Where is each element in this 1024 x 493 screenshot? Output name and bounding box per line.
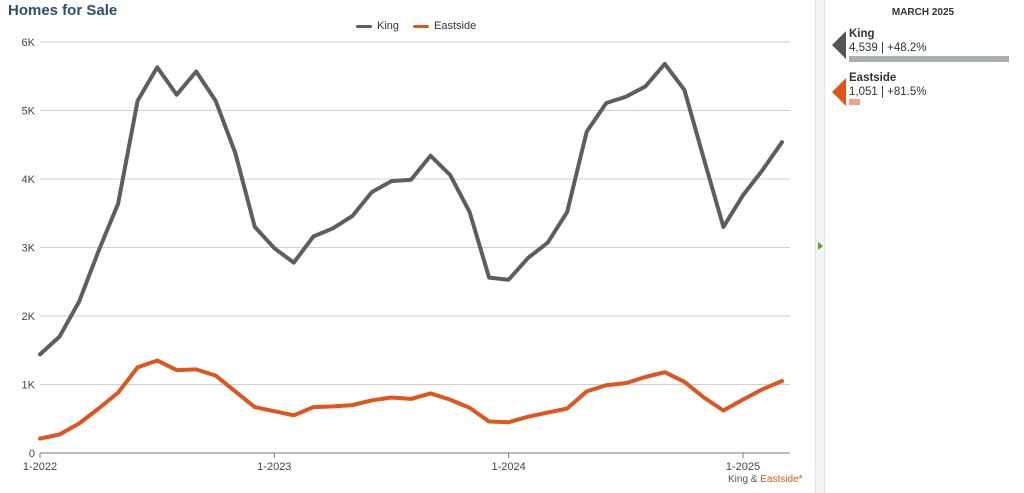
y-tick-label: 4K [22,174,36,186]
footnote-king: King [728,474,749,485]
king-pointer-icon [832,31,846,59]
x-tick-label: 1-2024 [491,461,525,473]
legend-item-eastside[interactable]: Eastside [413,20,476,32]
legend-item-king[interactable]: King [356,20,399,32]
eastside-pointer-icon [832,78,846,106]
panel-eastside-name: Eastside [849,72,897,84]
panel-month-title: MARCH 2025 [891,7,955,18]
x-tick-label: 1-2025 [726,461,760,473]
y-tick-label: 3K [22,243,36,255]
x-tick-label: 1-2022 [23,461,57,473]
y-tick-label: 1K [22,380,36,392]
panel-king-value: 4,539 | +48.2% [849,42,927,54]
summary-panel: MARCH 2025 King 4,539 | +48.2% Eastside … [828,0,1018,493]
y-tick-label: 6K [22,37,36,49]
panel-king-bar [849,56,1009,62]
chart-legend: King Eastside [356,20,476,32]
footnote-eastside: Eastside* [760,474,803,485]
series-line-king [38,61,784,357]
legend-swatch-king [356,24,372,28]
series-line-eastside [38,358,784,441]
legend-swatch-eastside [413,24,430,28]
line-chart: 0 1K 2K 3K 4K 5K 6K 1-2022 1-2023 1-2024 1-2025 [22,37,790,473]
panel-king-name: King [849,28,875,40]
y-tick-label: 0 [29,448,35,460]
y-tick-label: 5K [22,106,36,118]
footnote: King & Eastside* [728,474,803,485]
legend-label-eastside: Eastside [434,20,477,32]
footnote-amp: & [750,474,758,485]
x-tick-label: 1-2023 [257,461,291,473]
panel-eastside-value: 1,051 | +81.5% [849,86,927,98]
expand-arrow-icon[interactable] [818,242,823,250]
chart-title: Homes for Sale [8,2,118,19]
legend-label-king: King [377,20,400,32]
y-tick-label: 2K [22,311,36,323]
panel-eastside-bar [849,99,861,105]
